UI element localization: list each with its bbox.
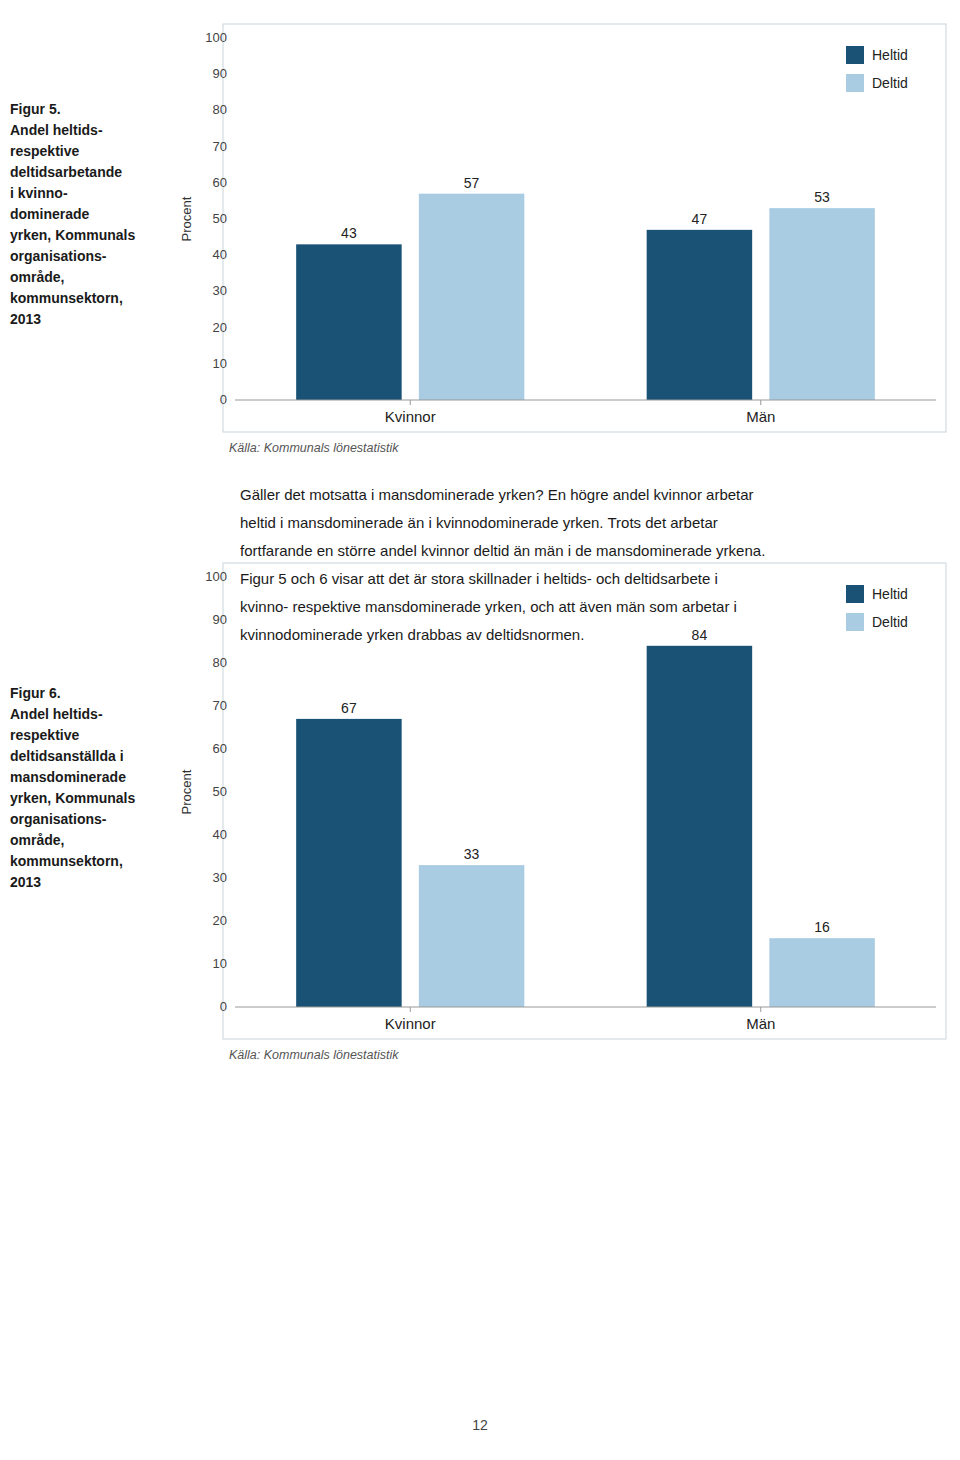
y-tick-label: 40 <box>213 827 227 842</box>
figure-border <box>223 24 946 432</box>
title-line: mansdominerade <box>10 769 126 785</box>
legend-swatch <box>846 46 864 64</box>
title-line: Andel heltids- <box>10 122 103 138</box>
legend-swatch <box>846 74 864 92</box>
title-line: kommunsektorn, <box>10 853 123 869</box>
data-label: 33 <box>464 846 480 862</box>
title-line: kommunsektorn, <box>10 290 123 306</box>
title-line: respektive <box>10 143 79 159</box>
bar <box>296 719 402 1007</box>
bar <box>769 208 875 400</box>
x-axis-line <box>235 400 936 401</box>
y-tick-label: 80 <box>213 655 227 670</box>
y-tick-label: 80 <box>213 102 227 117</box>
source: Källa: Kommunals lönestatistik <box>229 1048 399 1062</box>
x-tick-label: Kvinnor <box>385 1015 436 1032</box>
title-line: respektive <box>10 727 79 743</box>
title-line: område, <box>10 269 64 285</box>
paragraph-line: kvinno- respektive mansdominerade yrken,… <box>240 598 737 615</box>
x-tick-label: Kvinnor <box>385 408 436 425</box>
paragraph-line: Gäller det motsatta i mansdominerade yrk… <box>240 486 754 503</box>
y-tick-label: 60 <box>213 175 227 190</box>
page-number: 12 <box>472 1417 488 1433</box>
bar <box>296 244 402 400</box>
body-text: Gäller det motsatta i mansdominerade yrk… <box>240 486 765 643</box>
y-tick-label: 10 <box>213 956 227 971</box>
y-tick-label: 0 <box>220 999 227 1014</box>
y-tick-label: 50 <box>213 784 227 799</box>
title-line: Figur 6. <box>10 685 61 701</box>
title-line: yrken, Kommunals <box>10 790 135 806</box>
title-line: 2013 <box>10 311 41 327</box>
title-line: i kvinno- <box>10 185 68 201</box>
data-label: 84 <box>692 627 708 643</box>
chart-title: Figur 5. Andel heltids-respektive deltidsa… <box>10 101 135 327</box>
title-line: organisations- <box>10 248 107 264</box>
data-label: 43 <box>341 225 357 241</box>
bar <box>419 194 525 400</box>
paragraph-line: heltid i mansdominerade än i kvinnodomin… <box>240 514 718 531</box>
bar <box>647 230 753 400</box>
chart-title: Figur 6. Andel heltids-respektive deltidsa… <box>10 685 135 890</box>
y-tick-label: 90 <box>213 66 227 81</box>
title-line: dominerade <box>10 206 90 222</box>
legend-label: Deltid <box>872 614 908 630</box>
data-label: 53 <box>814 189 830 205</box>
bar <box>769 938 875 1007</box>
figure-border <box>223 563 946 1039</box>
data-label: 57 <box>464 175 480 191</box>
legend-label: Deltid <box>872 75 908 91</box>
paragraph-line: Figur 5 och 6 visar att det är stora ski… <box>240 570 718 587</box>
y-tick-label: 70 <box>213 698 227 713</box>
title-line: 2013 <box>10 874 41 890</box>
bars <box>296 646 875 1007</box>
legend-label: Heltid <box>872 586 908 602</box>
chart: Figur 5. Andel heltids-respektive deltidsa… <box>10 24 946 455</box>
paragraph-line: fortfarande en större andel kvinnor delt… <box>240 542 765 559</box>
title-line: Andel heltids- <box>10 706 103 722</box>
title-line: deltidsanställda i <box>10 748 124 764</box>
y-tick-label: 70 <box>213 139 227 154</box>
bar <box>647 646 753 1007</box>
x-axis-line <box>235 1007 936 1008</box>
y-tick-label: 90 <box>213 612 227 627</box>
y-tick-label: 0 <box>220 392 227 407</box>
y-tick-label: 100 <box>205 30 227 45</box>
y-tick-label: 30 <box>213 283 227 298</box>
legend-swatch <box>846 585 864 603</box>
x-tick-label: Män <box>746 1015 775 1032</box>
y-tick-label: 20 <box>213 320 227 335</box>
data-label: 16 <box>814 919 830 935</box>
legend-label: Heltid <box>872 47 908 63</box>
x-tick <box>760 1007 761 1012</box>
title-line: organisations- <box>10 811 107 827</box>
y-tick-label: 60 <box>213 741 227 756</box>
title-line: yrken, Kommunals <box>10 227 135 243</box>
y-tick-label: 50 <box>213 211 227 226</box>
background <box>0 0 960 1460</box>
y-tick-label: 20 <box>213 913 227 928</box>
x-tick <box>410 1007 411 1012</box>
data-label: 67 <box>341 700 357 716</box>
source: Källa: Kommunals lönestatistik <box>229 441 399 455</box>
y-tick-label: 10 <box>213 356 227 371</box>
y-tick-label: 30 <box>213 870 227 885</box>
paragraph-line: kvinnodominerade yrken drabbas av deltid… <box>240 626 584 643</box>
y-axis-label: Procent <box>179 196 194 241</box>
title-line: deltidsarbetande <box>10 164 122 180</box>
x-tick <box>410 400 411 405</box>
title-line: område, <box>10 832 64 848</box>
bar <box>419 865 525 1007</box>
y-axis-label: Procent <box>179 769 194 814</box>
page: Figur 5. Andel heltids-respektive deltidsa… <box>0 0 960 1460</box>
y-tick-label: 40 <box>213 247 227 262</box>
data-label: 47 <box>692 211 708 227</box>
title-line: Figur 5. <box>10 101 61 117</box>
x-tick <box>760 400 761 405</box>
y-tick-label: 100 <box>205 569 227 584</box>
x-tick-label: Män <box>746 408 775 425</box>
chart: Figur 6. Andel heltids-respektive deltidsa… <box>10 563 946 1062</box>
legend-swatch <box>846 613 864 631</box>
bars <box>296 194 875 400</box>
